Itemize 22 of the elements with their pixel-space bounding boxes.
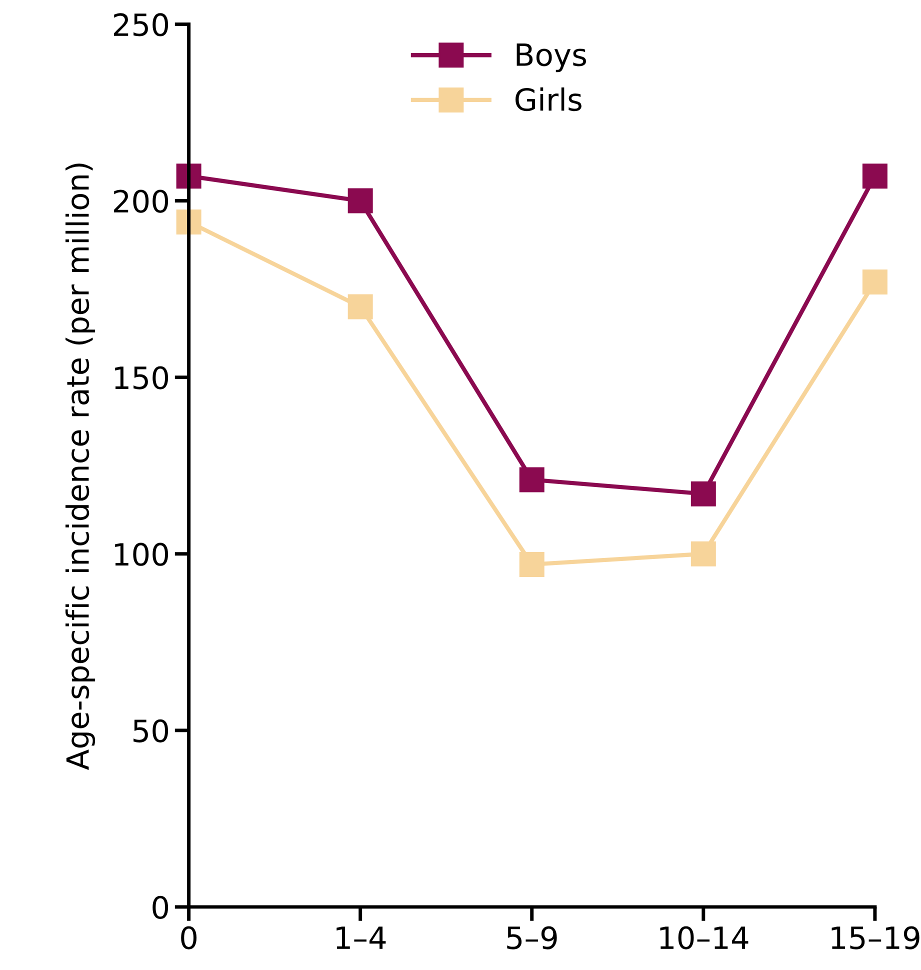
y-tick-label: 100: [115, 542, 168, 566]
y-tick-label: 0: [152, 896, 168, 919]
point: [862, 164, 888, 189]
y-tick-label: 150: [115, 366, 168, 390]
x-tick-label: 0: [181, 926, 196, 950]
x-tick-label: 1–4: [336, 926, 386, 949]
y-tick-label: 250: [114, 13, 168, 36]
x-tick-label: 5–9: [507, 926, 557, 950]
legend-label: Boys: [516, 44, 586, 72]
y-axis-title: Age-specific incidence rate (per million): [65, 164, 96, 770]
point: [690, 541, 716, 566]
point: [519, 467, 544, 492]
y-tick-label: 50: [134, 719, 168, 742]
x-tick-label: 10–14: [660, 926, 748, 950]
y-tick-label: 200: [114, 190, 168, 213]
point: [348, 188, 373, 214]
point: [862, 270, 888, 294]
point: [519, 552, 544, 577]
point: [348, 294, 373, 320]
x-tick-label: 15–19: [832, 926, 920, 950]
point: [690, 481, 716, 506]
legend-label: Girls: [516, 87, 582, 112]
